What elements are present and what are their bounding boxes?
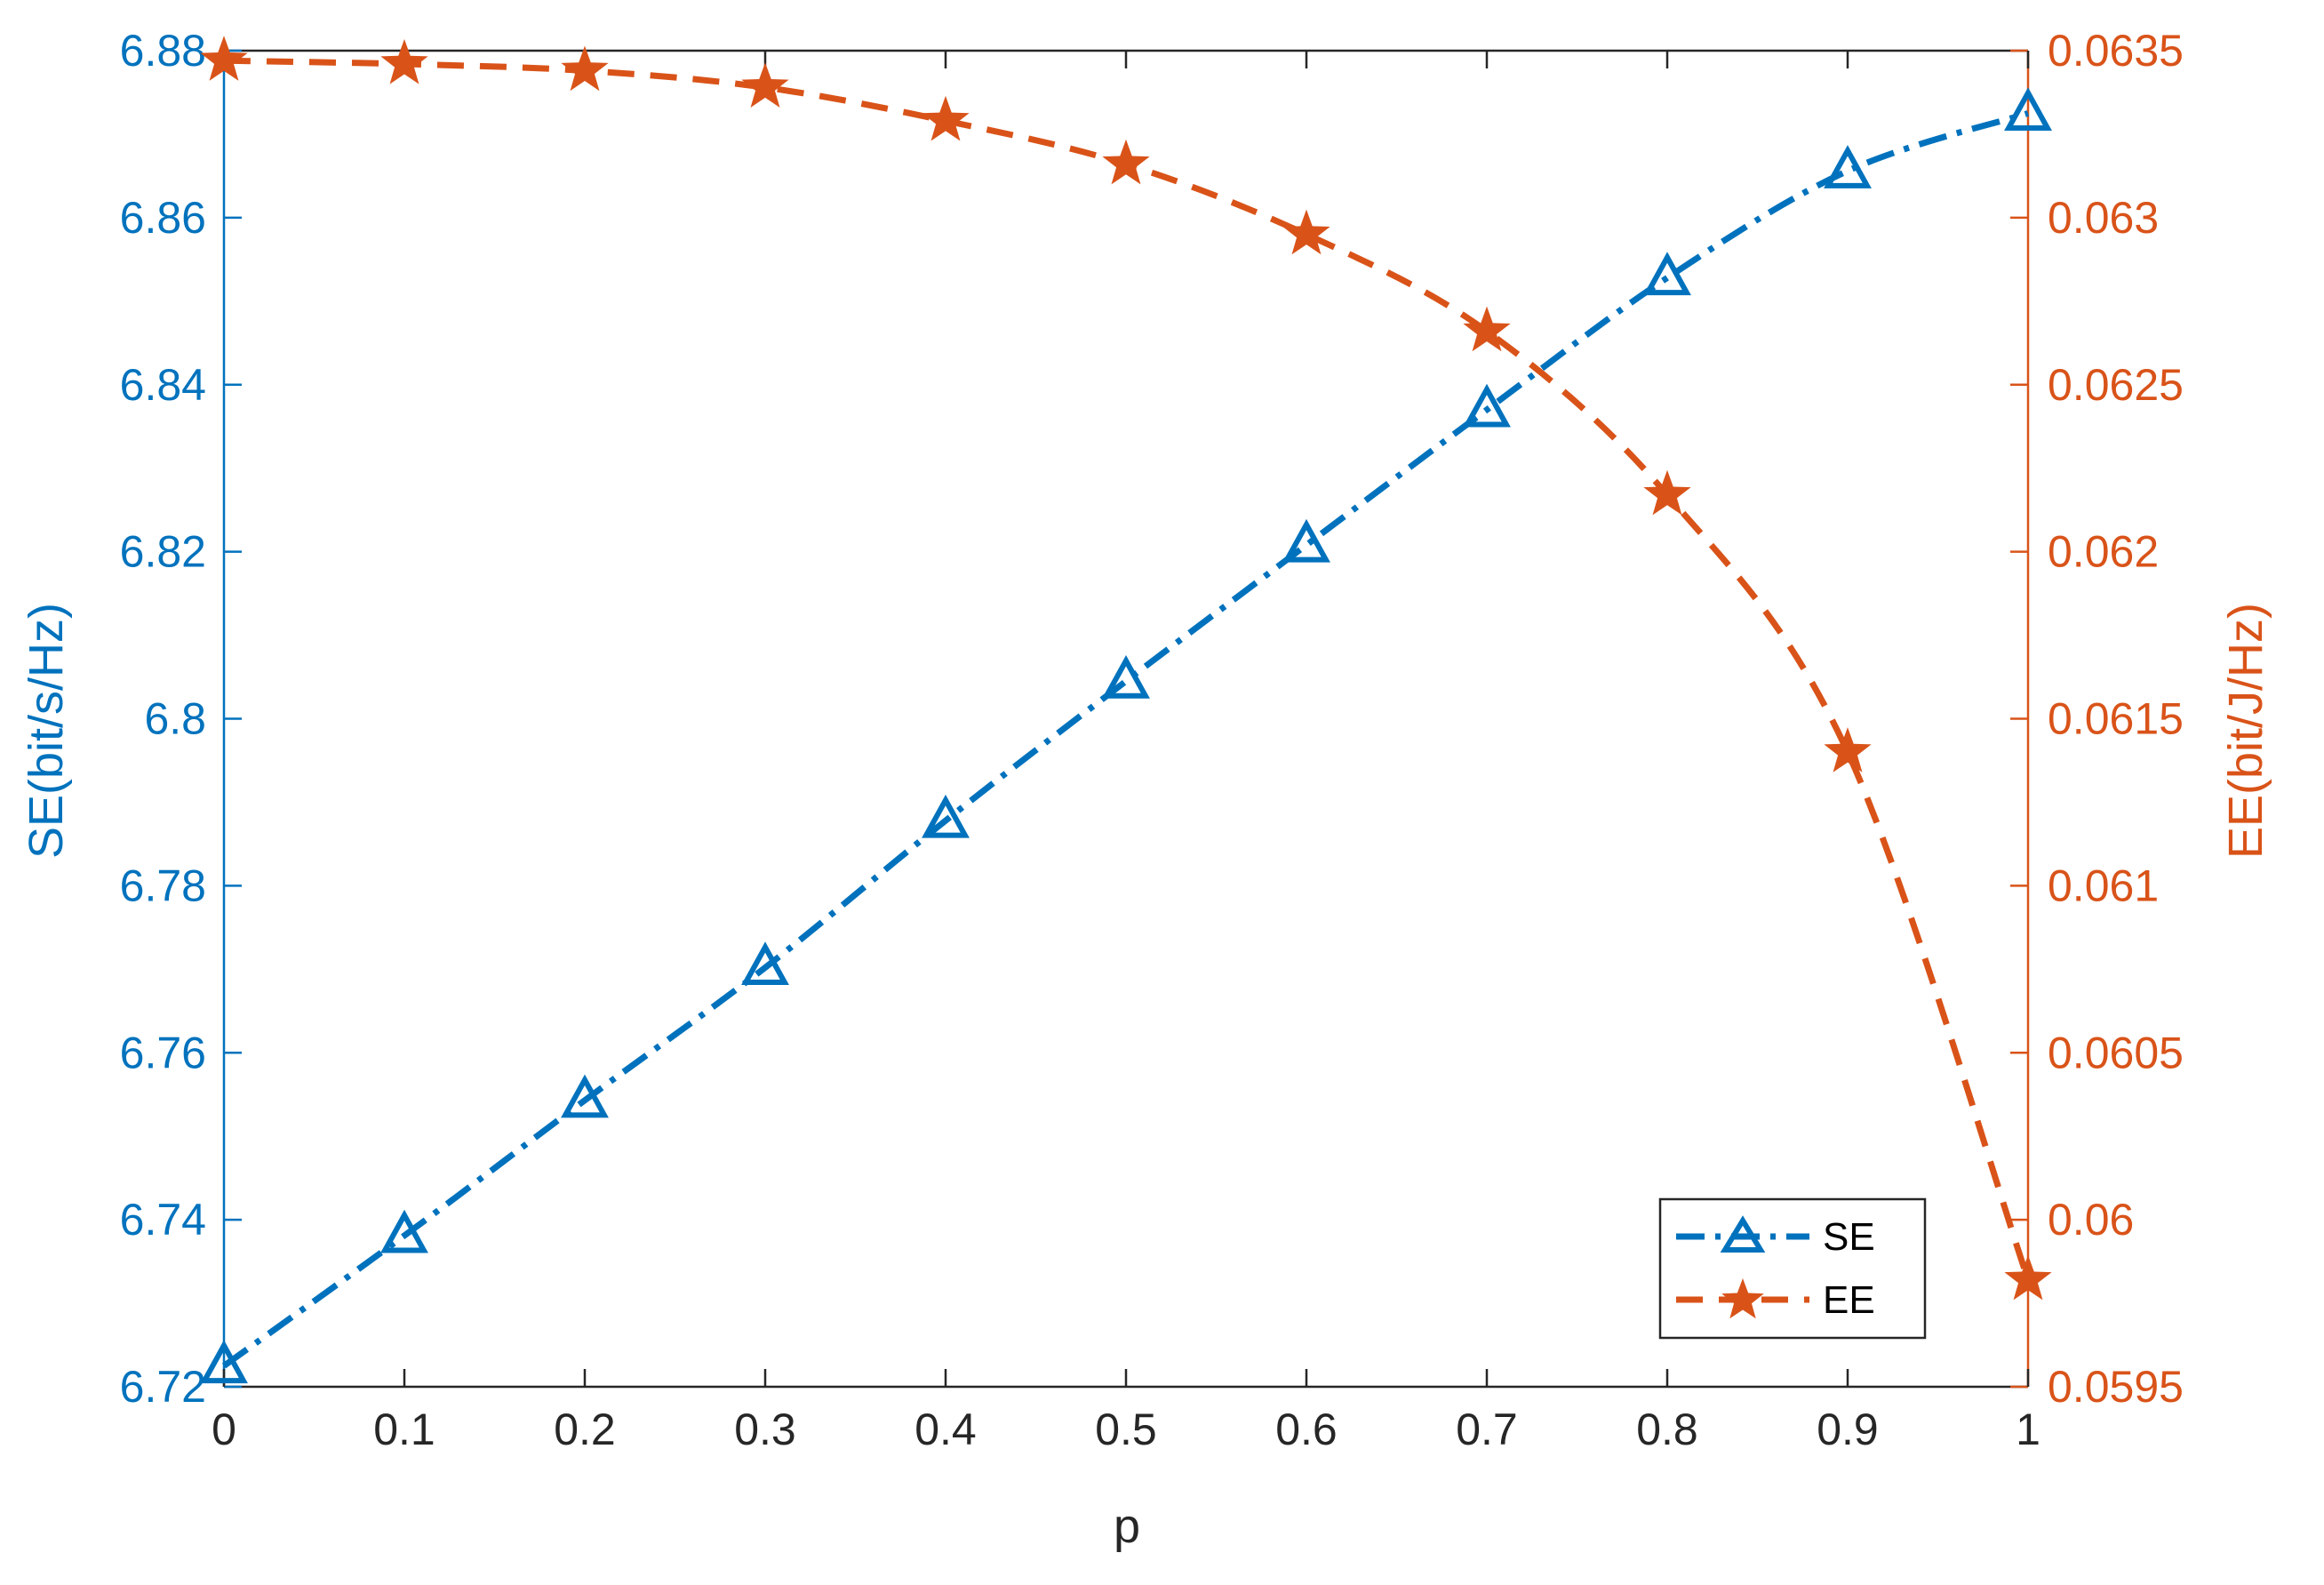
- series-ee-point: [922, 95, 970, 141]
- right-y-axis: 0.0595 0.06 0.0605 0.061 0.0615 0.062 0.0625 0.…: [2010, 26, 2184, 1412]
- left-tick-label: 6.86: [120, 193, 206, 243]
- left-tick-label: 6.76: [120, 1028, 206, 1077]
- left-tick-label: 6.78: [120, 861, 206, 910]
- right-tick-label: 0.0605: [2048, 1028, 2184, 1077]
- series-se-point: [2004, 87, 2052, 132]
- series-ee-point: [1824, 727, 1872, 772]
- right-tick-label: 0.062: [2048, 527, 2159, 577]
- x-tick-label: 0.7: [1456, 1405, 1518, 1454]
- x-tick-label: 0.8: [1636, 1405, 1698, 1454]
- series-se-point: [1102, 655, 1150, 699]
- series-se-point: [1824, 145, 1872, 188]
- series-se-point: [1282, 518, 1330, 563]
- x-axis: 0 0.1 0.2 0.3 0.4 0.5 0.6 0.7 0.8 0.9 1: [212, 51, 2040, 1454]
- series-ee-point: [741, 62, 789, 108]
- left-y-axis-title: SE(bit/s/Hz): [20, 603, 73, 859]
- x-axis-title: p: [1114, 1500, 1140, 1553]
- x-tick-label: 0.3: [734, 1405, 796, 1454]
- x-tick-label: 1: [2016, 1405, 2040, 1454]
- series-ee-point: [380, 39, 428, 84]
- series-se-point: [561, 1074, 609, 1118]
- series-se-point: [922, 794, 970, 838]
- left-y-axis: 6.72 6.74 6.76 6.78 6.8 6.82 6.84 6.86 6.88: [120, 26, 242, 1412]
- series-layer: [200, 36, 2052, 1384]
- series-se-line: [221, 110, 2030, 1369]
- x-tick-label: 0.6: [1275, 1405, 1338, 1454]
- legend-box: [1658, 1197, 1927, 1340]
- right-tick-label: 0.0615: [2048, 694, 2184, 744]
- series-ee-line: [223, 57, 2032, 1281]
- series-se-point: [200, 1340, 248, 1384]
- series-se-point: [1643, 252, 1691, 296]
- left-tick-label: 6.84: [120, 360, 206, 410]
- series-ee-point: [1102, 139, 1150, 185]
- x-tick-label: 0.9: [1817, 1405, 1879, 1454]
- x-tick-label: 0.1: [373, 1405, 435, 1454]
- series-se-point: [741, 941, 789, 985]
- x-tick-label: 0.5: [1095, 1405, 1157, 1454]
- x-tick-label: 0.2: [554, 1405, 616, 1454]
- series-se-point: [380, 1209, 428, 1253]
- right-y-axis-title: EE(bit/J/Hz): [2219, 603, 2272, 859]
- legend-se-marker: [1720, 1215, 1766, 1253]
- series-ee-point: [561, 45, 609, 92]
- legend: SE EE: [1658, 1197, 1927, 1340]
- legend-entry-ee: EE: [1676, 1278, 1875, 1322]
- left-tick-label: 6.8: [144, 694, 206, 744]
- right-tick-label: 0.0625: [2048, 360, 2184, 410]
- legend-entry-se: SE: [1676, 1215, 1875, 1259]
- series-ee-point: [2004, 1254, 2052, 1301]
- series-ee-point: [1282, 209, 1330, 255]
- left-tick-label: 6.82: [120, 527, 206, 577]
- legend-ee-marker: [1721, 1278, 1764, 1319]
- plot-frame: [224, 49, 2028, 1389]
- series-ee-point: [200, 36, 248, 81]
- left-tick-label: 6.74: [120, 1195, 206, 1245]
- legend-se-label: SE: [1823, 1215, 1875, 1259]
- series-se-point: [1463, 383, 1511, 428]
- right-tick-label: 0.0595: [2048, 1362, 2184, 1412]
- x-tick-label: 0: [212, 1405, 236, 1454]
- left-tick-label: 6.72: [120, 1362, 206, 1412]
- right-tick-label: 0.0635: [2048, 26, 2184, 76]
- right-tick-label: 0.063: [2048, 193, 2159, 243]
- left-tick-label: 6.88: [120, 26, 206, 76]
- series-ee-point: [1643, 469, 1691, 516]
- x-tick-label: 0.4: [914, 1405, 977, 1454]
- series-ee-point: [1463, 306, 1511, 352]
- legend-ee-label: EE: [1823, 1278, 1875, 1322]
- right-tick-label: 0.061: [2048, 861, 2159, 910]
- right-tick-label: 0.06: [2048, 1195, 2134, 1245]
